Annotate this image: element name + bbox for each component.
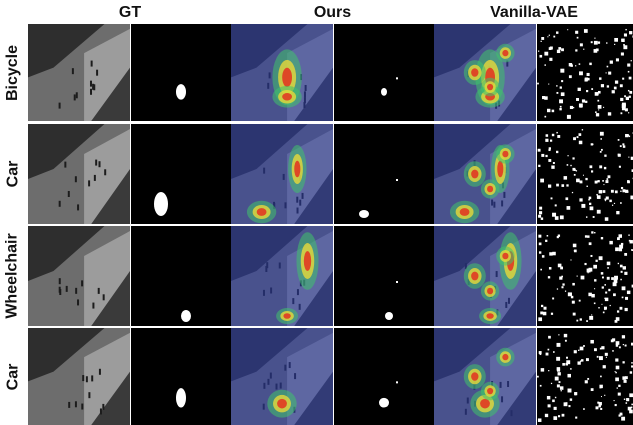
- row-label-wheelchair: Wheelchair: [4, 233, 22, 319]
- wheelchair-gt-frame: [28, 226, 130, 326]
- car-vae-mask: [537, 124, 633, 224]
- car-ours-heatmap: [231, 124, 333, 224]
- column-header-ours: Ours: [313, 4, 352, 21]
- bicycle-gt-frame: [28, 24, 130, 121]
- bicycle-vae-mask: [537, 24, 633, 121]
- bicycle-gt-mask: [131, 24, 231, 121]
- bicycle-ours-mask: [334, 24, 434, 121]
- bicycle-ours-heatmap: [231, 24, 333, 121]
- column-header-gt: GT: [118, 4, 142, 21]
- row-label-car: Car: [4, 160, 21, 188]
- car-gt-mask: [131, 124, 231, 224]
- bicycle-vae-heatmap: [434, 24, 536, 121]
- car-2-gt-frame: [28, 328, 130, 425]
- column-header-vanilla-vae: Vanilla-VAE: [490, 4, 578, 21]
- car-2-vae-heatmap: [434, 328, 536, 425]
- car-2-ours-mask: [334, 328, 434, 425]
- car-vae-heatmap: [434, 124, 536, 224]
- car-gt-frame: [28, 124, 130, 224]
- car-2-ours-heatmap: [231, 328, 333, 425]
- row-label-car-2: Car: [4, 363, 21, 390]
- car-ours-mask: [334, 124, 434, 224]
- car-2-gt-mask: [131, 328, 231, 425]
- car-2-vae-mask: [537, 328, 633, 425]
- wheelchair-vae-mask: [537, 226, 633, 326]
- wheelchair-ours-heatmap: [231, 226, 333, 326]
- wheelchair-vae-heatmap: [434, 226, 536, 326]
- wheelchair-gt-mask: [131, 226, 231, 326]
- wheelchair-ours-mask: [334, 226, 434, 326]
- row-label-bicycle: Bicycle: [4, 44, 22, 101]
